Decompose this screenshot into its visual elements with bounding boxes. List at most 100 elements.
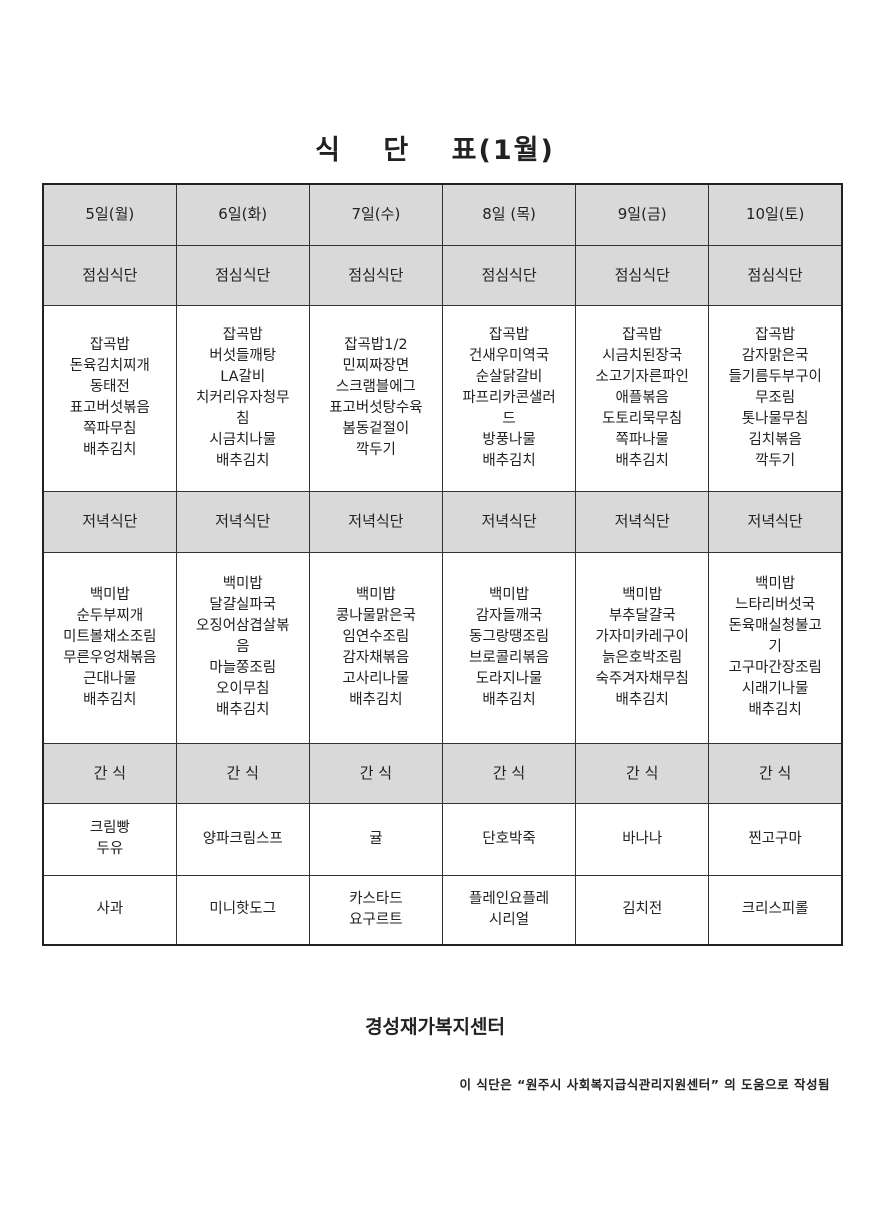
menu-item: 소고기자른파인: [595, 368, 689, 385]
menu-item: 고사리나물: [342, 670, 410, 687]
menu-item: 바나나: [622, 830, 663, 847]
snack1-row-cell: 단호박죽: [441, 802, 577, 876]
menu-item: 감자채볶음: [342, 649, 410, 666]
menu-item: 기: [768, 639, 782, 655]
menu-item: 브로콜리볶음: [469, 649, 550, 666]
day-header-row-cell: 10일(토): [708, 183, 843, 246]
dinner-row-cell: 백미밥 느타리버섯국 돈육매실청불고 기 고구마간장조림 시래기나물 배추김치: [708, 551, 843, 744]
menu-item: 버섯들깨탕: [209, 347, 277, 364]
snack1-row-cell: 양파크림스프: [175, 802, 310, 876]
day-header-row-cell: 6일(화): [175, 183, 310, 246]
menu-item: 백미밥: [622, 586, 663, 603]
menu-item: 톳나물무침: [741, 410, 809, 427]
dinner-row-cell: 백미밥 순두부찌개 미트볼채소조림 무른우엉채볶음 근대나물 배추김치: [42, 551, 177, 744]
menu-item: 두유: [96, 841, 124, 857]
dinner-label-row-cell: 저녁식단: [708, 490, 843, 553]
menu-item: 양파크림스프: [202, 830, 283, 847]
day-header-row-cell: 9일(금): [575, 183, 710, 246]
day-header-row-cell: 7일(수): [308, 183, 443, 246]
menu-item: 순살닭갈비: [475, 368, 543, 385]
menu-item: 배추김치: [482, 691, 536, 708]
snack2-row-cell: 김치전: [575, 874, 710, 946]
lunch-label-row-cell: 점심식단: [575, 244, 710, 306]
menu-item: 백미밥: [222, 576, 263, 592]
dinner-row: 백미밥 순두부찌개 미트볼채소조림 무른우엉채볶음 근대나물 배추김치 백미밥 달걀실파국 오징…: [42, 551, 843, 744]
snack-label-row-cell: 간 식: [308, 742, 443, 804]
dinner-label-row-cell: 저녁식단: [308, 490, 443, 553]
menu-item: 크리스피롤: [741, 901, 809, 918]
menu-item: 배추김치: [216, 452, 270, 469]
day-header-row: 5일(월) 6일(화) 7일(수) 8일 (목) 9일(금) 10일(토): [42, 183, 843, 246]
menu-item: 느타리버섯국: [735, 597, 816, 613]
menu-item: 찐고구마: [748, 830, 802, 847]
menu-item: 잡곡밥: [755, 326, 796, 343]
menu-item: 시금치나물: [209, 431, 277, 448]
menu-item: 감자맑은국: [741, 347, 809, 364]
menu-item: 김치볶음: [748, 431, 802, 448]
menu-item: 배추김치: [83, 691, 137, 708]
lunch-row-cell: 잡곡밥 버섯들깨탕 LA갈비 치커리유자청무 침 시금치나물 배추김치: [175, 304, 310, 492]
menu-item: 돈육매실청불고: [728, 618, 822, 634]
menu-item: 백미밥: [355, 586, 396, 603]
menu-item: 크림빵: [89, 820, 130, 836]
menu-item: 숙주겨자채무침: [595, 670, 689, 687]
snack1-row-cell: 찐고구마: [708, 802, 843, 876]
snack2-row-cell: 크리스피롤: [708, 874, 843, 946]
lunch-row: 잡곡밥 돈육김치찌개 동태전 표고버섯볶음 쪽파무침 배추김치 잡곡밥 버섯들깨탕 LA갈비 치커…: [42, 304, 843, 492]
menu-item: 오이무침: [216, 681, 270, 697]
lunch-label-row-cell: 점심식단: [441, 244, 577, 306]
snack-label-row-cell: 간 식: [575, 742, 710, 804]
menu-item: 들기름두부구이: [728, 368, 822, 385]
menu-item: 시금치된장국: [602, 347, 683, 364]
snack-label-row-cell: 간 식: [175, 742, 310, 804]
menu-item: 달걀실파국: [209, 597, 277, 613]
menu-item: 무조림: [755, 389, 796, 406]
menu-item: 쪽파무침: [83, 421, 137, 437]
menu-item: 백미밥: [755, 576, 796, 592]
menu-item: 방풍나물: [482, 431, 536, 448]
menu-item: 마늘쫑조림: [209, 660, 277, 676]
menu-item: 배추김치: [615, 452, 669, 469]
snack1-row-cell: 바나나: [575, 802, 710, 876]
menu-item: 오징어삼겹살볶: [196, 618, 290, 634]
snack2-row-cell: 플레인요플레 시리얼: [441, 874, 577, 946]
menu-item: 귤: [369, 830, 383, 847]
menu-item: 배추김치: [748, 702, 802, 718]
menu-item: 무른우엉채볶음: [63, 649, 157, 666]
lunch-row-cell: 잡곡밥 감자맑은국 들기름두부구이 무조림 톳나물무침 김치볶음 깍두기: [708, 304, 843, 492]
menu-item: 근대나물: [83, 670, 137, 687]
lunch-label-row-cell: 점심식단: [42, 244, 177, 306]
menu-item: 플레인요플레: [469, 890, 550, 907]
menu-item: 동그랑땡조림: [469, 628, 550, 645]
menu-item: 잡곡밥: [489, 326, 530, 343]
menu-item: 단호박죽: [482, 830, 536, 847]
menu-item: 임연수조림: [342, 628, 410, 645]
menu-item: 도라지나물: [475, 670, 543, 687]
menu-item: 가자미카레구이: [595, 628, 689, 645]
menu-item: 백미밥: [89, 586, 130, 603]
menu-item: 배추김치: [615, 691, 669, 708]
menu-item: 동태전: [89, 379, 130, 395]
snack2-row-cell: 사과: [42, 874, 177, 946]
dinner-row-cell: 백미밥 달걀실파국 오징어삼겹살볶 음 마늘쫑조림 오이무침 배추김치: [175, 551, 310, 744]
menu-item: 봄동겉절이: [342, 421, 410, 437]
lunch-label-row: 점심식단 점심식단 점심식단 점심식단 점심식단 점심식단: [42, 244, 843, 306]
lunch-label-row-cell: 점심식단: [708, 244, 843, 306]
menu-item: 배추김치: [83, 442, 137, 458]
menu-item: 잡곡밥1/2: [344, 337, 408, 353]
dinner-row-cell: 백미밥 콩나물맑은국 임연수조림 감자채볶음 고사리나물 배추김치: [308, 551, 443, 744]
snack2-row-cell: 카스타드 요구르트: [308, 874, 443, 946]
menu-item: 미니핫도그: [209, 901, 277, 918]
menu-item: 표고버섯탕수육: [329, 400, 423, 416]
menu-item: 순두부찌개: [76, 607, 144, 624]
menu-item: 잡곡밥: [622, 326, 663, 343]
menu-item: 표고버섯볶음: [69, 400, 150, 416]
menu-item: 콩나물맑은국: [335, 607, 416, 624]
day-header-row-cell: 5일(월): [42, 183, 177, 246]
menu-item: 도토리묵무침: [602, 410, 683, 427]
lunch-row-cell: 잡곡밥1/2 민찌짜장면 스크램블에그 표고버섯탕수육 봄동겉절이 깍두기: [308, 304, 443, 492]
menu-item: 잡곡밥: [222, 326, 263, 343]
lunch-label-row-cell: 점심식단: [308, 244, 443, 306]
lunch-row-cell: 잡곡밥 돈육김치찌개 동태전 표고버섯볶음 쪽파무침 배추김치: [42, 304, 177, 492]
menu-item: 침: [236, 410, 250, 427]
